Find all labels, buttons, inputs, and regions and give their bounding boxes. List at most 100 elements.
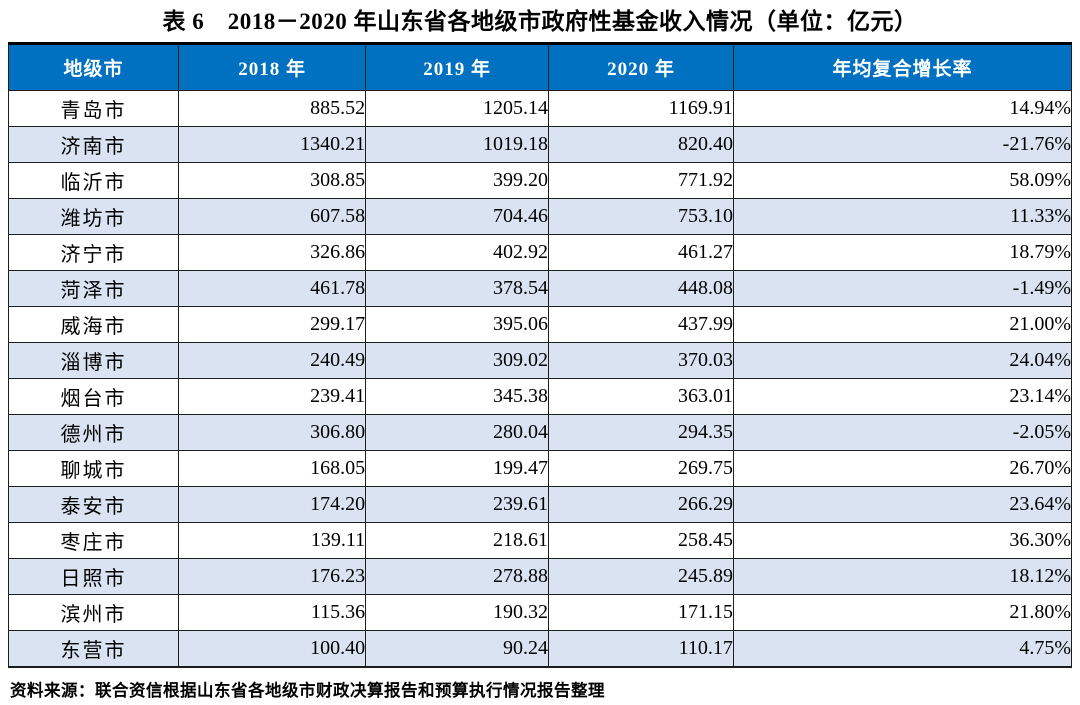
value-2019-cell: 399.20: [365, 162, 549, 199]
column-header-city: 地级市: [7, 43, 180, 91]
source-note: 资料来源：联合资信根据山东省各地级市财政决算报告和预算执行情况报告整理: [10, 680, 605, 700]
value-2020-cell: 370.03: [547, 342, 734, 379]
city-name-cell: 烟台市: [7, 378, 180, 415]
cagr-cell: 21.80%: [732, 594, 1073, 631]
cagr-cell: 26.70%: [732, 450, 1073, 487]
value-2020-cell: 1169.91: [547, 90, 734, 127]
value-2018-cell: 308.85: [178, 162, 367, 199]
city-name-cell: 潍坊市: [7, 198, 180, 235]
table-title: 表 6 2018－2020 年山东省各地级市政府性基金收入情况（单位：亿元）: [162, 9, 918, 34]
value-2020-cell: 269.75: [547, 450, 734, 487]
value-2020-cell: 820.40: [547, 126, 734, 163]
value-2018-cell: 239.41: [178, 378, 367, 415]
value-2018-cell: 1340.21: [178, 126, 367, 163]
table-row: 日照市 176.23 278.88 245.89 18.12%: [7, 558, 1073, 595]
table-row: 济南市 1340.21 1019.18 820.40 -21.76%: [7, 126, 1073, 163]
value-2018-cell: 115.36: [178, 594, 367, 631]
table-row: 德州市 306.80 280.04 294.35 -2.05%: [7, 414, 1073, 451]
value-2018-cell: 168.05: [178, 450, 367, 487]
table-row: 东营市 100.40 90.24 110.17 4.75%: [7, 630, 1073, 667]
value-2019-cell: 395.06: [365, 306, 549, 343]
city-name-cell: 日照市: [7, 558, 180, 595]
table-row: 潍坊市 607.58 704.46 753.10 11.33%: [7, 198, 1073, 235]
city-name-cell: 济南市: [7, 126, 180, 163]
value-2018-cell: 326.86: [178, 234, 367, 271]
city-name-cell: 泰安市: [7, 486, 180, 523]
value-2020-cell: 753.10: [547, 198, 734, 235]
table-row: 泰安市 174.20 239.61 266.29 23.64%: [7, 486, 1073, 523]
table-row: 菏泽市 461.78 378.54 448.08 -1.49%: [7, 270, 1073, 307]
cagr-cell: 36.30%: [732, 522, 1073, 559]
value-2020-cell: 448.08: [547, 270, 734, 307]
cagr-cell: 24.04%: [732, 342, 1073, 379]
value-2019-cell: 378.54: [365, 270, 549, 307]
column-header-2020: 2020 年: [547, 43, 734, 91]
value-2019-cell: 239.61: [365, 486, 549, 523]
city-name-cell: 淄博市: [7, 342, 180, 379]
table-row: 济宁市 326.86 402.92 461.27 18.79%: [7, 234, 1073, 271]
value-2019-cell: 278.88: [365, 558, 549, 595]
table-row: 聊城市 168.05 199.47 269.75 26.70%: [7, 450, 1073, 487]
value-2019-cell: 1205.14: [365, 90, 549, 127]
value-2018-cell: 100.40: [178, 630, 367, 667]
value-2019-cell: 345.38: [365, 378, 549, 415]
city-name-cell: 菏泽市: [7, 270, 180, 307]
value-2019-cell: 280.04: [365, 414, 549, 451]
cagr-cell: 11.33%: [732, 198, 1073, 235]
city-name-cell: 聊城市: [7, 450, 180, 487]
value-2020-cell: 245.89: [547, 558, 734, 595]
table-row: 烟台市 239.41 345.38 363.01 23.14%: [7, 378, 1073, 415]
city-name-cell: 青岛市: [7, 90, 180, 127]
value-2018-cell: 176.23: [178, 558, 367, 595]
value-2020-cell: 363.01: [547, 378, 734, 415]
table-row: 枣庄市 139.11 218.61 258.45 36.30%: [7, 522, 1073, 559]
city-name-cell: 济宁市: [7, 234, 180, 271]
fund-revenue-table: 地级市 2018 年 2019 年 2020 年 年均复合增长率 青岛市 885.…: [7, 42, 1073, 668]
table-row: 淄博市 240.49 309.02 370.03 24.04%: [7, 342, 1073, 379]
cagr-cell: -21.76%: [732, 126, 1073, 163]
city-name-cell: 临沂市: [7, 162, 180, 199]
cagr-cell: 58.09%: [732, 162, 1073, 199]
column-header-2018: 2018 年: [178, 43, 367, 91]
table-row: 威海市 299.17 395.06 437.99 21.00%: [7, 306, 1073, 343]
table-header: 地级市 2018 年 2019 年 2020 年 年均复合增长率: [7, 43, 1073, 91]
city-name-cell: 东营市: [7, 630, 180, 667]
table-row: 临沂市 308.85 399.20 771.92 58.09%: [7, 162, 1073, 199]
value-2018-cell: 299.17: [178, 306, 367, 343]
value-2019-cell: 90.24: [365, 630, 549, 667]
value-2018-cell: 461.78: [178, 270, 367, 307]
cagr-cell: -2.05%: [732, 414, 1073, 451]
table-body: 青岛市 885.52 1205.14 1169.91 14.94% 济南市 1340.21 1…: [7, 90, 1073, 667]
value-2020-cell: 294.35: [547, 414, 734, 451]
value-2018-cell: 139.11: [178, 522, 367, 559]
value-2020-cell: 266.29: [547, 486, 734, 523]
value-2020-cell: 258.45: [547, 522, 734, 559]
value-2020-cell: 771.92: [547, 162, 734, 199]
value-2019-cell: 190.32: [365, 594, 549, 631]
cagr-cell: 23.14%: [732, 378, 1073, 415]
value-2018-cell: 240.49: [178, 342, 367, 379]
value-2020-cell: 437.99: [547, 306, 734, 343]
value-2018-cell: 885.52: [178, 90, 367, 127]
value-2019-cell: 1019.18: [365, 126, 549, 163]
city-name-cell: 滨州市: [7, 594, 180, 631]
cagr-cell: 21.00%: [732, 306, 1073, 343]
value-2018-cell: 174.20: [178, 486, 367, 523]
value-2019-cell: 402.92: [365, 234, 549, 271]
cagr-cell: 18.12%: [732, 558, 1073, 595]
table-row: 滨州市 115.36 190.32 171.15 21.80%: [7, 594, 1073, 631]
cagr-cell: 23.64%: [732, 486, 1073, 523]
cagr-cell: 4.75%: [732, 630, 1073, 667]
value-2019-cell: 218.61: [365, 522, 549, 559]
column-header-2019: 2019 年: [365, 43, 549, 91]
city-name-cell: 威海市: [7, 306, 180, 343]
city-name-cell: 枣庄市: [7, 522, 180, 559]
value-2019-cell: 199.47: [365, 450, 549, 487]
cagr-cell: 18.79%: [732, 234, 1073, 271]
value-2020-cell: 461.27: [547, 234, 734, 271]
value-2019-cell: 704.46: [365, 198, 549, 235]
value-2020-cell: 171.15: [547, 594, 734, 631]
column-header-cagr: 年均复合增长率: [732, 43, 1073, 91]
city-name-cell: 德州市: [7, 414, 180, 451]
